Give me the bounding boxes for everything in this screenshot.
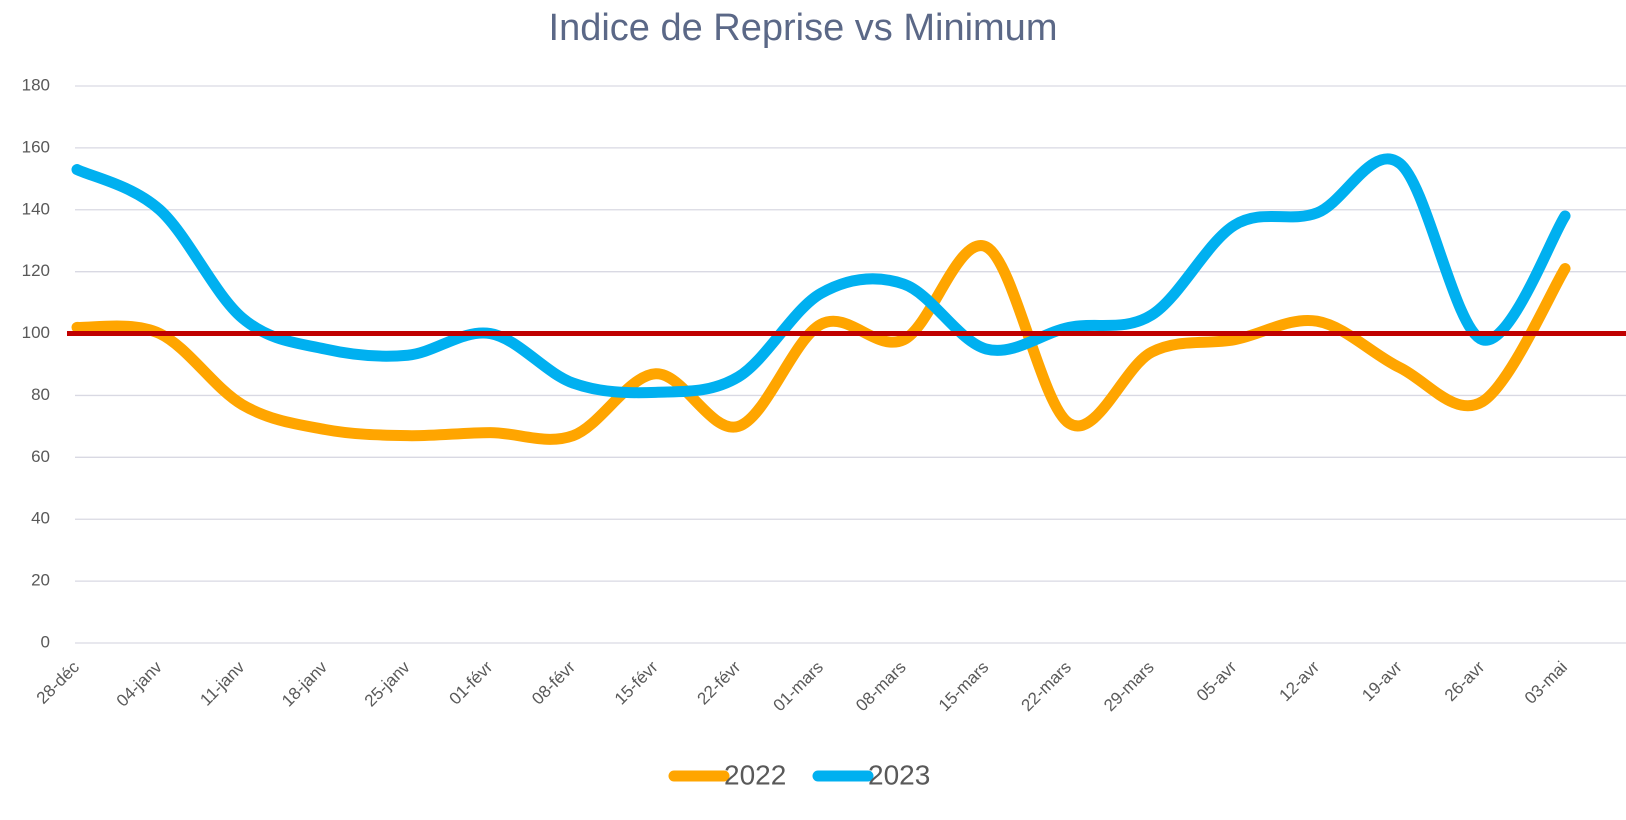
legend-label: 2023 <box>868 759 930 790</box>
y-tick-label: 120 <box>22 261 50 280</box>
x-tick-label: 29-mars <box>1100 658 1158 716</box>
x-tick-label: 11-janv <box>196 657 248 709</box>
legend-label: 2022 <box>724 759 786 790</box>
y-tick-label: 180 <box>22 75 50 94</box>
y-tick-label: 140 <box>22 199 50 218</box>
series-line <box>71 240 1571 445</box>
x-tick-label: 12-avr <box>1276 657 1324 705</box>
x-tick-label: 01-mars <box>769 658 827 716</box>
x-tick-label: 26-avr <box>1441 657 1489 705</box>
series-line <box>71 153 1571 399</box>
x-tick-label: 18-janv <box>278 657 331 710</box>
x-tick-label: 15-mars <box>935 658 993 716</box>
y-tick-label: 160 <box>22 137 50 156</box>
y-tick-label: 60 <box>31 447 50 466</box>
x-tick-label: 04-janv <box>113 657 166 710</box>
chart-title: Indice de Reprise vs Minimum <box>549 7 1058 49</box>
x-tick-label: 25-janv <box>361 657 414 710</box>
y-tick-label: 0 <box>41 632 50 651</box>
x-tick-label: 05-avr <box>1193 657 1241 705</box>
x-tick-label: 22-mars <box>1018 658 1076 716</box>
x-tick-label: 15-févr <box>611 657 662 708</box>
x-tick-label: 22-févr <box>694 657 745 708</box>
x-tick-label: 01-févr <box>445 657 496 708</box>
y-tick-label: 80 <box>31 385 50 404</box>
y-tick-label: 100 <box>22 323 50 342</box>
y-tick-label: 40 <box>31 509 50 528</box>
x-tick-label: 28-déc <box>33 657 84 708</box>
x-tick-label: 03-mai <box>1521 658 1571 708</box>
x-tick-label: 08-mars <box>852 658 910 716</box>
x-tick-label: 19-avr <box>1358 657 1406 705</box>
x-tick-label: 08-févr <box>528 657 579 708</box>
y-tick-label: 20 <box>31 571 50 590</box>
